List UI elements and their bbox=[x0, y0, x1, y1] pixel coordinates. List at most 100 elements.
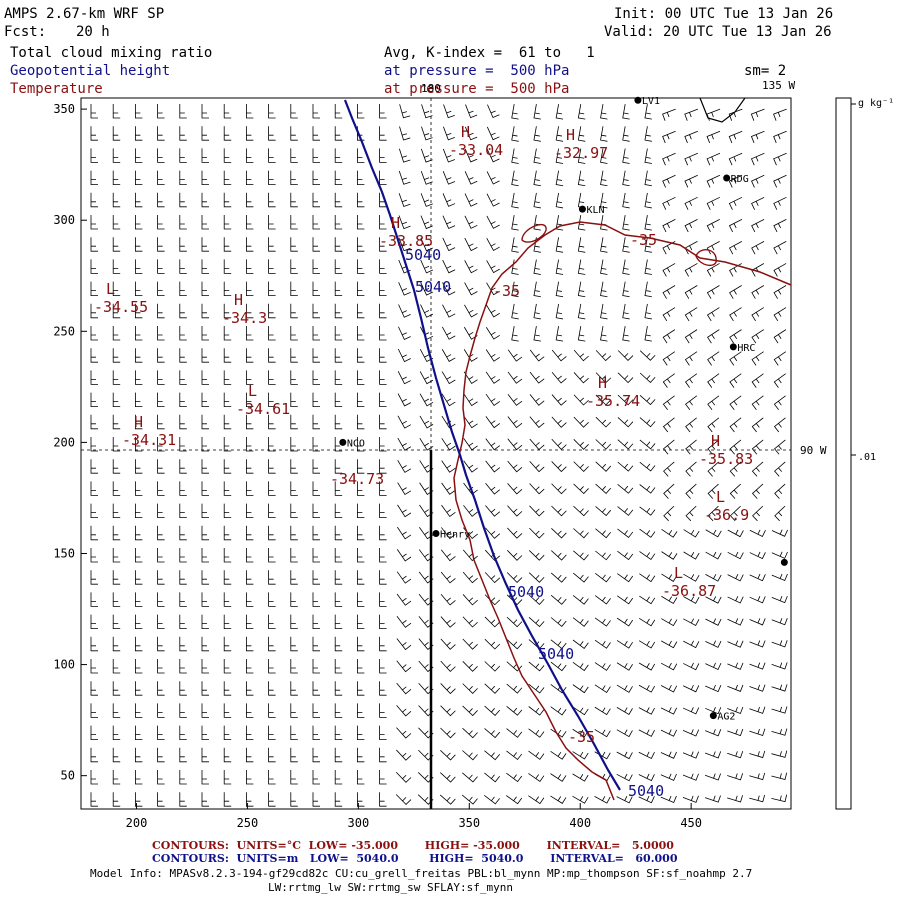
wind-barb bbox=[290, 303, 298, 319]
wind-barb bbox=[245, 592, 254, 607]
wind-barb bbox=[334, 503, 343, 519]
wind-barb bbox=[464, 260, 478, 274]
temperature-contour-label: -35 bbox=[568, 728, 595, 746]
wind-barb bbox=[245, 437, 254, 452]
wind-barb bbox=[638, 773, 655, 782]
wind-barb bbox=[201, 170, 209, 186]
wind-barb bbox=[727, 684, 744, 692]
station-label: RDG bbox=[731, 174, 749, 185]
wind-barb bbox=[334, 215, 343, 230]
wind-barb bbox=[201, 215, 209, 230]
wind-barb bbox=[707, 461, 719, 477]
wind-barb bbox=[616, 617, 634, 627]
coastline bbox=[699, 97, 746, 123]
wind-barb bbox=[464, 171, 478, 185]
wind-barb bbox=[268, 770, 276, 785]
wind-barb bbox=[268, 681, 276, 696]
temperature-contour-label: -34.73 bbox=[330, 470, 384, 488]
wind-barb bbox=[223, 592, 232, 607]
wind-barb bbox=[622, 170, 630, 187]
wind-barb bbox=[356, 525, 365, 541]
wind-barb bbox=[397, 504, 412, 518]
wind-barb bbox=[600, 170, 608, 187]
wind-barb bbox=[705, 684, 722, 693]
wind-barb bbox=[420, 148, 433, 163]
wind-barb bbox=[179, 437, 187, 452]
wind-barb bbox=[379, 326, 387, 341]
x-tick-label: 250 bbox=[237, 816, 259, 830]
x-tick-label: 350 bbox=[458, 816, 480, 830]
extremum-value: -35.83 bbox=[699, 450, 753, 468]
wind-barb bbox=[157, 459, 165, 474]
wind-barb bbox=[112, 192, 121, 208]
wind-barb bbox=[639, 595, 656, 605]
wind-barb bbox=[201, 104, 209, 119]
wind-barb bbox=[441, 371, 456, 385]
wind-barb bbox=[485, 527, 501, 539]
wind-barb bbox=[134, 148, 143, 163]
wind-barb bbox=[90, 170, 98, 186]
wind-barb bbox=[465, 104, 478, 119]
wind-barb bbox=[157, 192, 165, 208]
wind-barb bbox=[773, 174, 787, 188]
wind-barb bbox=[639, 618, 656, 627]
wind-barb bbox=[729, 439, 742, 455]
wind-barb bbox=[268, 215, 276, 230]
wind-barb bbox=[616, 751, 633, 760]
wind-barb bbox=[201, 303, 209, 319]
wind-barb bbox=[334, 370, 343, 385]
wind-barb bbox=[573, 416, 589, 428]
wind-barb bbox=[90, 659, 98, 674]
wind-barb bbox=[464, 215, 478, 229]
wind-barb bbox=[773, 395, 786, 411]
wind-barb bbox=[464, 148, 478, 163]
station-marker bbox=[709, 712, 717, 720]
wind-barb bbox=[644, 148, 652, 164]
wind-barb bbox=[334, 192, 343, 208]
wind-barb bbox=[749, 684, 766, 692]
wind-barb bbox=[290, 170, 298, 186]
wind-barb bbox=[334, 681, 343, 696]
wind-barb bbox=[334, 659, 343, 674]
wind-barb bbox=[245, 681, 254, 696]
wind-barb bbox=[312, 326, 320, 341]
wind-barb bbox=[179, 703, 187, 718]
wind-barb bbox=[728, 196, 743, 210]
wind-barb bbox=[90, 192, 98, 208]
wind-barb bbox=[419, 393, 434, 407]
wind-barb bbox=[223, 148, 232, 163]
wind-barb bbox=[398, 170, 411, 185]
wind-barb bbox=[290, 659, 298, 674]
wind-barb bbox=[485, 482, 501, 495]
wind-barb bbox=[379, 614, 387, 629]
wind-barb bbox=[179, 459, 187, 474]
wind-barb bbox=[312, 703, 320, 718]
wind-barb bbox=[705, 662, 722, 671]
wind-barb bbox=[729, 285, 742, 299]
wind-barb bbox=[245, 303, 254, 319]
wind-barb bbox=[334, 636, 343, 652]
wind-barb bbox=[441, 527, 456, 540]
wind-barb bbox=[245, 459, 254, 474]
wind-barb bbox=[507, 349, 523, 362]
wind-barb bbox=[157, 703, 165, 718]
wind-barb bbox=[134, 370, 143, 385]
wind-barb bbox=[312, 104, 320, 119]
wind-barb bbox=[573, 439, 589, 450]
wind-barb bbox=[533, 170, 541, 187]
wind-barb bbox=[356, 348, 365, 363]
wind-barb bbox=[662, 196, 676, 210]
wind-barb bbox=[443, 126, 455, 141]
x-tick-label: 200 bbox=[126, 816, 148, 830]
wind-barb bbox=[134, 237, 143, 252]
wind-barb bbox=[334, 126, 343, 141]
wind-barb bbox=[312, 770, 320, 785]
wind-barb bbox=[379, 414, 387, 430]
wind-barb bbox=[397, 348, 411, 363]
extremum-type: H bbox=[598, 374, 607, 392]
wind-barb bbox=[644, 126, 652, 142]
wind-barb bbox=[442, 215, 456, 230]
wind-barb bbox=[663, 439, 675, 455]
wind-barb bbox=[379, 215, 387, 230]
wind-barb bbox=[201, 614, 209, 629]
